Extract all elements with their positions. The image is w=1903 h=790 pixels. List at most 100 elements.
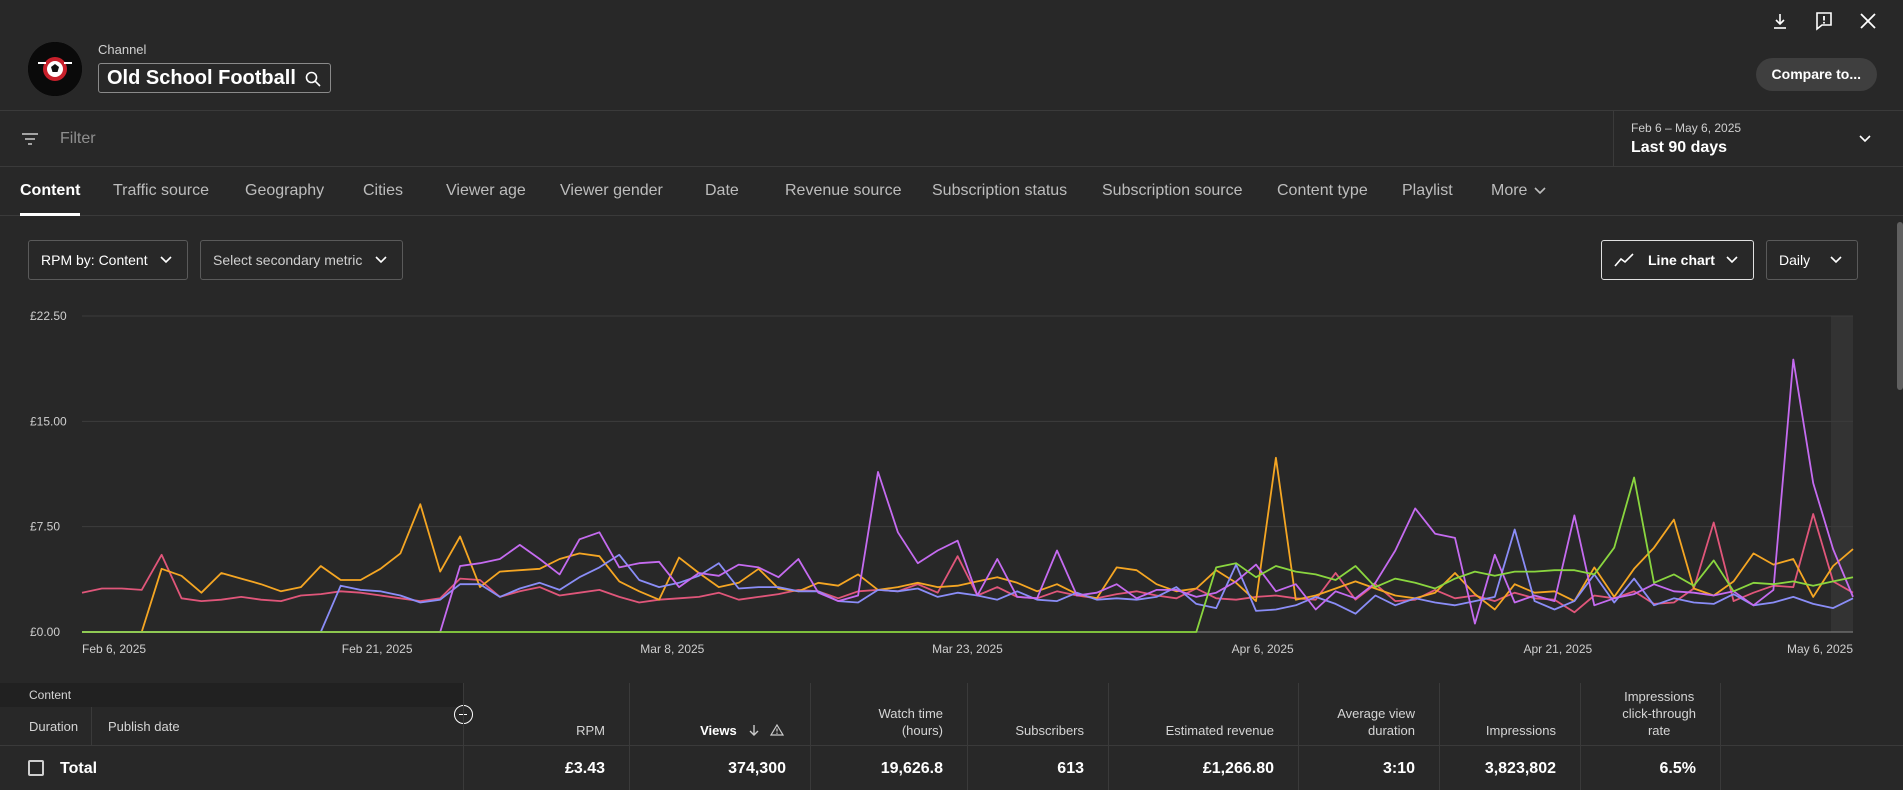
tab-playlist[interactable]: Playlist — [1402, 182, 1453, 199]
total-watch-time: 19,626.8 — [810, 746, 967, 790]
tab-viewer-age[interactable]: Viewer age — [446, 182, 526, 199]
ctr-header-label: Impressions click-through rate — [1622, 689, 1696, 738]
tab-subscription-source[interactable]: Subscription source — [1102, 182, 1243, 199]
tab-geography[interactable]: Geography — [245, 182, 325, 199]
total-ctr-value: 6.5% — [1659, 760, 1696, 777]
content-column-header: Content — [0, 683, 463, 707]
total-avg-view-duration: 3:10 — [1298, 746, 1439, 790]
dimension-tabs: Content Traffic source Geography Cities … — [0, 167, 1903, 216]
series-line-1[interactable] — [81, 513, 1854, 614]
metric-selector[interactable]: RPM by: Content — [28, 240, 188, 280]
rpm-column-header[interactable]: RPM — [463, 683, 629, 745]
date-range-text: Feb 6 – May 6, 2025 — [1631, 121, 1742, 135]
rpm-line-chart[interactable]: £0.00 £7.50 £15.00 £22.50 Feb 6, 2025 Feb 21,… — [0, 300, 1903, 665]
filter-input[interactable]: Filter — [60, 130, 96, 147]
chevron-down-icon — [1534, 187, 1547, 194]
granularity-selector[interactable]: Daily — [1766, 240, 1858, 280]
total-rpm: £3.43 — [463, 746, 629, 790]
filter-icon[interactable] — [20, 129, 40, 149]
download-icon[interactable] — [1769, 10, 1791, 32]
impressions-column-header[interactable]: Impressions — [1439, 683, 1580, 745]
estimated-revenue-header-label: Estimated revenue — [1165, 723, 1274, 738]
tab-date[interactable]: Date — [705, 182, 739, 199]
series-line-3[interactable] — [82, 528, 1854, 633]
channel-avatar[interactable] — [28, 42, 82, 96]
views-header-label: Views — [700, 723, 737, 738]
x-tick-label: Feb 6, 2025 — [82, 642, 146, 656]
top-right-icons — [1769, 10, 1879, 32]
publish-date-column-header[interactable]: Publish date — [108, 719, 180, 734]
avg-view-duration-column-header[interactable]: Average view duration — [1298, 683, 1439, 745]
x-tick-label: Apr 21, 2025 — [1523, 642, 1592, 656]
x-tick-label: Mar 23, 2025 — [932, 642, 1003, 656]
ctr-column-header[interactable]: Impressions click-through rate — [1580, 683, 1721, 745]
total-avg-duration-value: 3:10 — [1382, 760, 1415, 777]
total-subscribers: 613 — [967, 746, 1108, 790]
views-header-wrap: Views — [700, 722, 785, 739]
impressions-header-label: Impressions — [1485, 723, 1556, 738]
content-table: Content Duration Publish date RPM Views … — [0, 683, 1903, 790]
tab-subscription-status[interactable]: Subscription status — [932, 182, 1068, 199]
date-range-selector[interactable]: Feb 6 – May 6, 2025 Last 90 days — [1613, 111, 1903, 167]
estimated-revenue-column-header[interactable]: Estimated revenue — [1108, 683, 1298, 745]
watch-time-column-header[interactable]: Watch time (hours) — [810, 683, 967, 745]
compare-button[interactable]: Compare to... — [1755, 58, 1877, 91]
x-tick-label: Mar 8, 2025 — [640, 642, 704, 656]
chevron-down-icon — [1830, 256, 1842, 264]
tab-more[interactable]: More — [1491, 182, 1547, 216]
rpm-header-label: RPM — [576, 723, 605, 738]
avg-view-duration-header-label: Average view duration — [1337, 706, 1415, 738]
channel-selector[interactable]: Old School Football — [98, 63, 331, 93]
total-subscribers-value: 613 — [1057, 760, 1084, 777]
feedback-icon[interactable] — [1813, 10, 1835, 32]
tab-viewer-gender[interactable]: Viewer gender — [560, 182, 663, 199]
total-label: Total — [60, 760, 98, 777]
watch-time-header-label: Watch time (hours) — [878, 706, 943, 738]
y-tick-label: £0.00 — [30, 625, 60, 639]
total-revenue-value: £1,266.80 — [1202, 760, 1274, 777]
scrollbar[interactable] — [1897, 222, 1903, 390]
chart-type-selector[interactable]: Line chart — [1601, 240, 1754, 280]
x-tick-label: Feb 21, 2025 — [342, 642, 413, 656]
y-tick-label: £15.00 — [30, 414, 67, 428]
tab-revenue-source[interactable]: Revenue source — [785, 182, 902, 199]
hover-band — [1831, 316, 1853, 632]
content-subcolumns: Duration Publish date — [0, 707, 463, 745]
granularity-label: Daily — [1779, 252, 1811, 268]
total-rpm-value: £3.43 — [564, 760, 605, 777]
subscribers-header-label: Subscribers — [1015, 723, 1084, 738]
channel-label: Channel — [98, 42, 147, 57]
select-all-checkbox[interactable] — [28, 760, 44, 776]
chevron-down-icon — [375, 256, 387, 264]
y-tick-label: £7.50 — [30, 520, 60, 534]
close-icon[interactable] — [1857, 10, 1879, 32]
sort-down-icon — [749, 725, 759, 736]
tab-cities[interactable]: Cities — [363, 182, 404, 199]
chevron-down-icon — [160, 256, 172, 264]
content-header-label: Content — [29, 688, 72, 702]
tab-more-label: More — [1491, 182, 1528, 199]
total-views: 374,300 — [629, 746, 810, 790]
subscribers-column-header[interactable]: Subscribers — [967, 683, 1108, 745]
total-impressions-value: 3,823,802 — [1484, 760, 1556, 777]
date-range-label: Last 90 days — [1631, 139, 1728, 156]
series-line-2[interactable] — [82, 456, 1854, 633]
views-column-header[interactable]: Views — [629, 683, 810, 745]
secondary-metric-label: Select secondary metric — [213, 252, 363, 268]
x-tick-label: May 6, 2025 — [1787, 642, 1853, 656]
search-icon[interactable] — [304, 70, 322, 88]
x-tick-label: Apr 6, 2025 — [1232, 642, 1294, 656]
series-line-5[interactable] — [82, 476, 1854, 633]
line-chart-icon — [1614, 253, 1634, 267]
duration-column-header[interactable]: Duration — [0, 707, 92, 745]
secondary-metric-selector[interactable]: Select secondary metric — [200, 240, 403, 280]
chevron-down-icon — [1859, 135, 1871, 143]
warning-icon[interactable] — [769, 723, 785, 736]
total-impressions: 3,823,802 — [1439, 746, 1580, 790]
tab-traffic-source[interactable]: Traffic source — [113, 182, 210, 199]
tab-content[interactable]: Content — [20, 182, 81, 216]
tab-content-type[interactable]: Content type — [1277, 182, 1368, 199]
y-tick-label: £22.50 — [30, 309, 67, 323]
chart-type-label: Line chart — [1648, 252, 1715, 268]
